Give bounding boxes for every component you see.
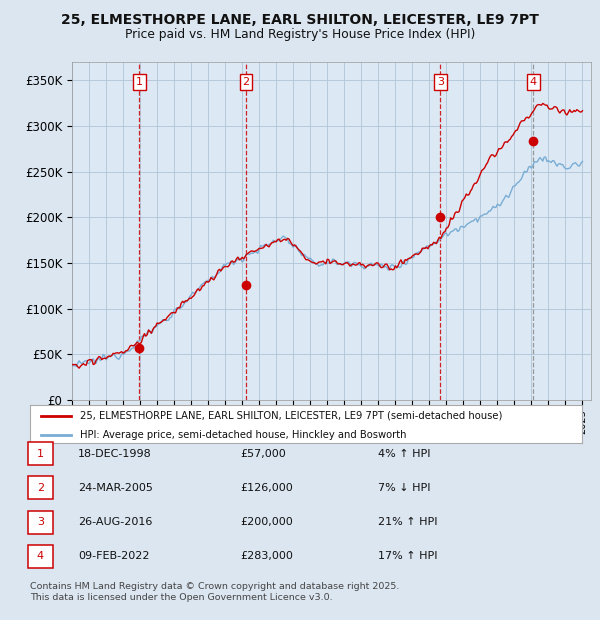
Text: 4% ↑ HPI: 4% ↑ HPI [378, 449, 431, 459]
Text: 2: 2 [242, 77, 250, 87]
Text: 18-DEC-1998: 18-DEC-1998 [78, 449, 152, 459]
Text: £126,000: £126,000 [240, 483, 293, 493]
Text: 26-AUG-2016: 26-AUG-2016 [78, 517, 152, 527]
Text: HPI: Average price, semi-detached house, Hinckley and Bosworth: HPI: Average price, semi-detached house,… [80, 430, 406, 440]
Text: £200,000: £200,000 [240, 517, 293, 527]
Text: 2: 2 [37, 483, 44, 493]
Text: 3: 3 [437, 77, 444, 87]
Text: Price paid vs. HM Land Registry's House Price Index (HPI): Price paid vs. HM Land Registry's House … [125, 28, 475, 40]
Text: 1: 1 [136, 77, 143, 87]
Text: 24-MAR-2005: 24-MAR-2005 [78, 483, 153, 493]
Text: £57,000: £57,000 [240, 449, 286, 459]
Text: 1: 1 [37, 449, 44, 459]
Text: 21% ↑ HPI: 21% ↑ HPI [378, 517, 437, 527]
Text: 25, ELMESTHORPE LANE, EARL SHILTON, LEICESTER, LE9 7PT (semi-detached house): 25, ELMESTHORPE LANE, EARL SHILTON, LEIC… [80, 410, 502, 420]
Text: 25, ELMESTHORPE LANE, EARL SHILTON, LEICESTER, LE9 7PT: 25, ELMESTHORPE LANE, EARL SHILTON, LEIC… [61, 13, 539, 27]
Text: Contains HM Land Registry data © Crown copyright and database right 2025.
This d: Contains HM Land Registry data © Crown c… [30, 582, 400, 603]
Text: 09-FEB-2022: 09-FEB-2022 [78, 551, 149, 561]
Text: 4: 4 [37, 551, 44, 561]
Text: 4: 4 [530, 77, 537, 87]
Text: 3: 3 [37, 517, 44, 527]
Text: 17% ↑ HPI: 17% ↑ HPI [378, 551, 437, 561]
Text: £283,000: £283,000 [240, 551, 293, 561]
Text: 7% ↓ HPI: 7% ↓ HPI [378, 483, 431, 493]
